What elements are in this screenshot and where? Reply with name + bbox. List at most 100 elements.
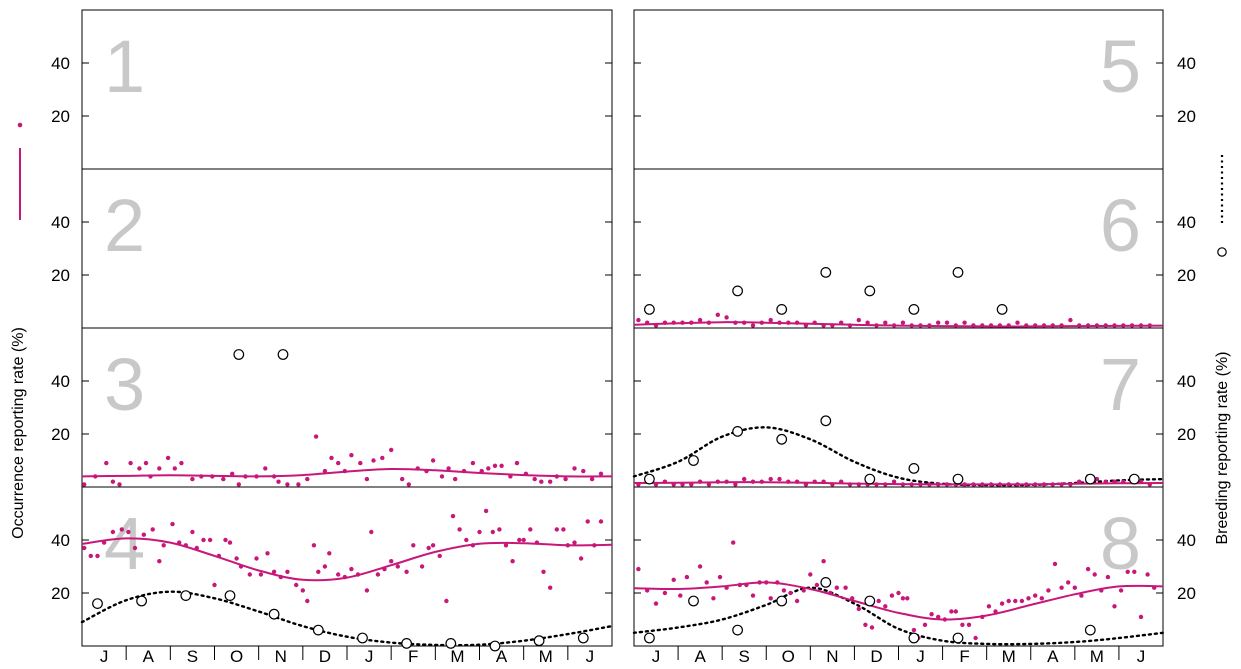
occurrence-point: [221, 476, 226, 482]
occurrence-point: [258, 572, 264, 577]
occurrence-point: [1112, 323, 1117, 328]
occurrence-point: [777, 320, 782, 325]
x-tick-label: J: [586, 647, 595, 666]
breeding-point: [1084, 624, 1096, 636]
occurrence-point: [380, 455, 385, 461]
occurrence-point: [578, 556, 584, 561]
occurrence-point: [271, 569, 277, 574]
panel-number: 5: [1100, 25, 1141, 108]
occurrence-point: [988, 482, 994, 487]
occurrence-point: [453, 476, 458, 482]
occurrence-point: [953, 609, 958, 614]
occurrence-point: [759, 479, 764, 484]
breeding-fit-line: [632, 426, 1165, 487]
occurrence-point: [554, 527, 559, 532]
occurrence-point: [371, 458, 376, 463]
occurrence-point: [263, 466, 268, 471]
occurrence-point: [876, 598, 881, 604]
x-tick-label: M: [1002, 647, 1016, 666]
panel-number: 3: [104, 343, 145, 426]
occurrence-point: [132, 545, 138, 551]
occurrence-point: [980, 482, 985, 487]
occurrence-point: [247, 572, 252, 577]
occurrence-point: [521, 537, 526, 543]
occurrence-point: [1033, 482, 1038, 487]
occurrence-point: [172, 466, 177, 471]
occurrence-point: [786, 479, 791, 484]
occurrence-point: [830, 323, 835, 328]
x-tick-label: J: [1137, 647, 1146, 666]
occurrence-point: [737, 582, 742, 588]
panel-frame: [81, 9, 613, 170]
breeding-point: [776, 433, 788, 445]
occurrence-point: [856, 482, 861, 487]
occurrence-point: [1094, 476, 1100, 482]
occurrence-point: [1077, 323, 1082, 328]
occurrence-point: [680, 482, 685, 487]
occurrence-point: [794, 320, 800, 325]
y-tick-label: 40: [1177, 54, 1196, 73]
occurrence-point: [786, 320, 791, 325]
occurrence-fit-line: [81, 537, 613, 582]
occurrence-point: [883, 320, 888, 325]
occurrence-point: [1099, 588, 1104, 593]
occurrence-point: [128, 460, 133, 466]
occurrence-point: [750, 323, 756, 328]
breeding-point: [1128, 473, 1140, 485]
panel-frame: [81, 486, 613, 647]
occurrence-point: [119, 527, 125, 532]
occurrence-point: [794, 479, 800, 484]
occurrence-point: [369, 529, 374, 535]
x-tick-label: M: [539, 647, 553, 666]
occurrence-point: [733, 320, 738, 325]
x-tick-label: S: [187, 647, 198, 666]
occurrence-point: [161, 543, 166, 548]
occurrence-point: [918, 482, 923, 487]
breeding-point: [1084, 473, 1096, 485]
occurrence-point: [927, 323, 932, 328]
occurrence-point: [104, 460, 109, 466]
occurrence-point: [238, 564, 244, 569]
occurrence-point: [962, 320, 967, 325]
occurrence-point: [170, 521, 175, 527]
occurrence-point: [548, 585, 553, 590]
occurrence-point: [704, 580, 709, 585]
occurrence-point: [775, 580, 780, 585]
breeding-point: [864, 595, 876, 607]
occurrence-point: [724, 585, 729, 590]
occurrence-point: [900, 320, 906, 325]
occurrence-point: [1041, 323, 1047, 328]
legend-breeding: [1217, 155, 1227, 257]
occurrence-point: [891, 479, 897, 484]
occurrence-point: [457, 527, 462, 532]
occurrence-point: [464, 537, 469, 543]
occurrence-point: [585, 519, 590, 524]
occurrence-point: [327, 551, 332, 556]
occurrence-point: [561, 527, 566, 532]
occurrence-point: [499, 463, 504, 468]
occurrence-point: [680, 320, 685, 325]
y-tick-label: 20: [1177, 584, 1196, 603]
occurrence-point: [157, 559, 162, 564]
breeding-point: [776, 304, 788, 315]
panel-number: 4: [104, 502, 145, 585]
occurrence-point: [711, 596, 716, 601]
occurrence-point: [889, 593, 895, 598]
occurrence-point: [971, 482, 976, 487]
occurrence-point: [93, 474, 98, 479]
occurrence-point: [572, 466, 577, 471]
occurrence-point: [1033, 593, 1038, 598]
breeding-point: [224, 590, 236, 601]
occurrence-point: [834, 585, 839, 590]
occurrence-point: [150, 527, 155, 532]
occurrence-point: [483, 508, 489, 514]
occurrence-point: [271, 474, 277, 479]
occurrence-point: [1050, 482, 1056, 487]
occurrence-point: [1103, 323, 1108, 328]
occurrence-point: [548, 479, 553, 484]
occurrence-point: [733, 482, 738, 487]
occurrence-point: [922, 622, 928, 627]
occurrence-point: [1085, 566, 1091, 572]
occurrence-point: [285, 569, 290, 574]
occurrence-point: [777, 476, 782, 482]
